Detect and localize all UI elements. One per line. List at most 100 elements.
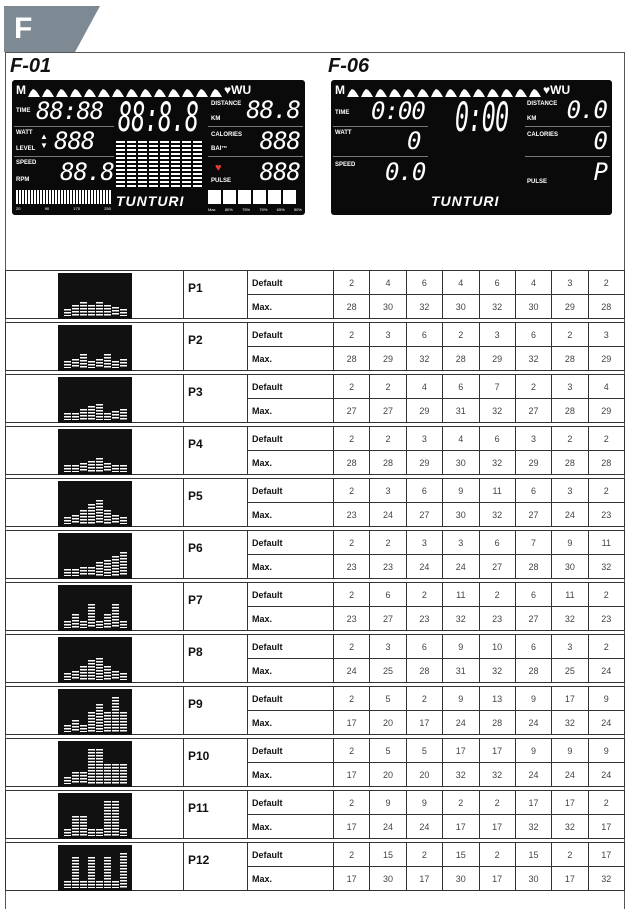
profile-bar [111,465,119,472]
program-icon-row: M ♥WU [335,83,608,97]
profile-thumbnail [58,325,132,371]
value-cell: 25 [369,658,407,683]
value-cell: 28 [332,346,371,371]
value-cell: 4 [369,270,407,295]
program-label: P8 [183,634,248,683]
profile-bar [95,748,103,784]
value-cell: 30 [369,294,407,319]
profile-bar [103,763,111,784]
value-cell: 9 [587,686,626,711]
row-label: Default [247,634,334,659]
value-cell: 17 [332,866,371,891]
profile-bar [63,725,71,732]
value-cell: 30 [369,866,407,891]
value-cell: 29 [405,398,444,423]
profile-icon [168,89,180,97]
value-cell: 32 [442,762,480,787]
value-cell: 28 [332,450,371,475]
value-cell: 2 [587,582,626,607]
heart-wu-icons: ♥WU [543,83,571,97]
value-cell: 24 [551,762,589,787]
value-cell: 32 [405,294,444,319]
tunturi-logo: TUNTURI [431,193,500,209]
profile-icon [182,89,194,97]
value-cell: 32 [405,346,444,371]
row-label: Default [247,686,334,711]
profile-bar [63,309,71,316]
row-label: Max. [247,398,334,423]
heart-zone-label: 75% [242,207,251,212]
value-cell: 5 [405,738,444,763]
profile-thumbnail [58,273,132,319]
value-cell: 28 [369,450,407,475]
value-cell: 4 [405,374,444,399]
profile-bar [79,353,87,368]
value-cell: 28 [478,710,516,735]
profile-image-cell [5,790,184,839]
table-row-p4-default: P4 Default 2 2 3 4 6 3 2 2 [5,426,626,475]
value-cell: 3 [587,322,626,347]
value-cell: 2 [478,582,516,607]
value-cell: 2 [332,530,371,555]
row-label: Default [247,270,334,295]
profile-bar [79,567,87,576]
profile-bar [79,771,87,784]
rpm-scale-segment [91,190,93,204]
value-cell: 32 [478,450,516,475]
profile-icon [417,89,429,97]
profile-bar [63,465,71,472]
profile-bar [103,559,111,576]
km-label: KM [527,116,537,122]
value-cell: 27 [478,554,516,579]
value-cell: 2 [478,790,516,815]
profile-bar [103,305,111,316]
profile-bar [95,561,103,576]
heart-zone-label: 70% [259,207,268,212]
profile-bar [71,719,79,732]
table-row-p6-default: P6 Default 2 2 3 3 6 7 9 11 [5,530,626,579]
profile-bar [87,659,95,680]
profile-bar-column [160,141,169,189]
calories-value: 888 [259,127,301,155]
value-cell: 24 [332,658,371,683]
console-f06-title: F-06 [328,55,370,77]
profile-bar [103,856,111,888]
row-label: Max. [247,606,334,631]
value-cell: 15 [369,842,407,867]
value-cell: 15 [514,842,553,867]
row-label: Default [247,426,334,451]
rpm-scale-segment [22,190,24,204]
value-cell: 28 [587,450,626,475]
value-cell: 28 [514,554,553,579]
rpm-scale-segment [97,190,99,204]
speed-label: SPEED [16,160,37,166]
table-row-p5-default: P5 Default 2 3 6 9 11 6 3 2 [5,478,626,527]
profile-thumbnail [58,533,132,579]
profile-bar [111,604,119,628]
value-cell: 6 [478,530,516,555]
value-cell: 2 [587,478,626,503]
profile-icon [210,89,222,97]
profile-bar [95,881,103,888]
value-cell: 5 [369,738,407,763]
profile-thumbnail [58,741,132,787]
profile-icon [459,89,471,97]
profile-bar [111,696,119,732]
value-cell: 30 [514,294,553,319]
rpm-scale-segment [103,190,105,204]
rpm-scale-segment [49,190,51,204]
profile-bar [119,829,127,836]
value-cell: 2 [442,790,480,815]
program-label: P3 [183,374,248,423]
value-cell: 2 [332,790,371,815]
value-cell: 15 [442,842,480,867]
rpm-scale-segment [58,190,60,204]
value-cell: 6 [405,322,444,347]
profile-bar [71,359,79,368]
value-cell: 28 [551,346,589,371]
value-cell: 2 [551,842,589,867]
value-cell: 6 [405,634,444,659]
profile-bar [103,509,111,524]
value-cell: 29 [587,398,626,423]
profile-image-cell [5,426,184,475]
